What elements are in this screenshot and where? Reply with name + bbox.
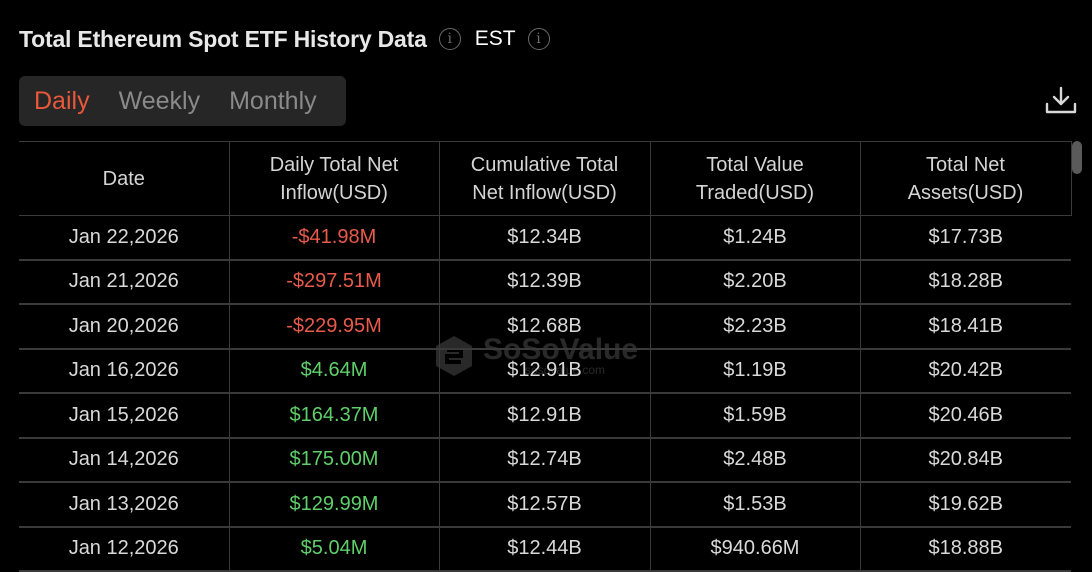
table-row: Jan 20,2026 -$229.95M $12.68B $2.23B $18… (19, 304, 1071, 350)
timezone-label[interactable]: EST (474, 27, 516, 50)
column-header-value-traded[interactable]: Total Value Traded(USD) (649, 141, 861, 216)
cell-cumulative-net-inflow: $12.39B (439, 259, 651, 305)
cell-cumulative-net-inflow: $12.68B (439, 304, 651, 350)
cell-net-assets: $20.84B (860, 437, 1071, 483)
cell-cumulative-net-inflow: $12.34B (439, 215, 651, 261)
cell-cumulative-net-inflow: $12.91B (439, 348, 651, 394)
info-icon[interactable]: i (438, 28, 461, 50)
cell-value-traded: $1.59B (650, 393, 861, 439)
cell-date: Jan 12,2026 (19, 526, 230, 572)
column-header-daily-net-inflow[interactable]: Daily Total Net Inflow(USD) (228, 141, 440, 216)
table-scrollbar[interactable] (1072, 141, 1082, 174)
cell-daily-net-inflow: $4.64M (229, 348, 440, 394)
cell-value-traded: $2.23B (650, 304, 861, 350)
table-row: Jan 21,2026 -$297.51M $12.39B $2.20B $18… (19, 259, 1071, 305)
cell-date: Jan 15,2026 (19, 393, 230, 439)
table-header-row: Date Daily Total Net Inflow(USD) Cumulati… (19, 141, 1072, 216)
cell-cumulative-net-inflow: $12.74B (439, 437, 651, 483)
period-tabs: Daily Weekly Monthly (19, 76, 346, 126)
table-row: Jan 12,2026 $5.04M $12.44B $940.66M $18.… (19, 526, 1071, 572)
cell-daily-net-inflow: $164.37M (229, 393, 440, 439)
column-header-net-assets[interactable]: Total Net Assets(USD) (859, 141, 1072, 216)
tab-monthly[interactable]: Monthly (229, 86, 317, 115)
cell-date: Jan 16,2026 (19, 348, 230, 394)
cell-date: Jan 13,2026 (19, 482, 230, 528)
table-row: Jan 22,2026 -$41.98M $12.34B $1.24B $17.… (19, 215, 1071, 261)
column-header-cumulative-net-inflow[interactable]: Cumulative Total Net Inflow(USD) (438, 141, 651, 216)
cell-daily-net-inflow: $129.99M (229, 482, 440, 528)
cell-net-assets: $17.73B (860, 215, 1071, 261)
cell-date: Jan 22,2026 (19, 215, 230, 261)
cell-net-assets: $19.62B (860, 482, 1071, 528)
cell-net-assets: $18.88B (860, 526, 1071, 572)
cell-cumulative-net-inflow: $12.91B (439, 393, 651, 439)
table-row: Jan 14,2026 $175.00M $12.74B $2.48B $20.… (19, 437, 1071, 483)
cell-net-assets: $20.46B (860, 393, 1071, 439)
cell-value-traded: $2.48B (650, 437, 861, 483)
cell-daily-net-inflow: -$41.98M (229, 215, 440, 261)
cell-cumulative-net-inflow: $12.44B (439, 526, 651, 572)
etf-history-table: Date Daily Total Net Inflow(USD) Cumulati… (19, 141, 1072, 572)
cell-date: Jan 20,2026 (19, 304, 230, 350)
tab-daily[interactable]: Daily (34, 86, 90, 115)
cell-value-traded: $1.53B (650, 482, 861, 528)
cell-value-traded: $1.19B (650, 348, 861, 394)
page-title: Total Ethereum Spot ETF History Data (19, 25, 427, 52)
tab-weekly[interactable]: Weekly (118, 86, 201, 115)
cell-net-assets: $20.42B (860, 348, 1071, 394)
cell-cumulative-net-inflow: $12.57B (439, 482, 651, 528)
cell-value-traded: $1.24B (650, 215, 861, 261)
download-button[interactable] (1044, 84, 1078, 118)
table-row: Jan 13,2026 $129.99M $12.57B $1.53B $19.… (19, 482, 1071, 528)
table-row: Jan 15,2026 $164.37M $12.91B $1.59B $20.… (19, 393, 1071, 439)
header: Total Ethereum Spot ETF History Data i E… (19, 22, 550, 56)
download-icon (1045, 86, 1077, 114)
table-row: Jan 16,2026 $4.64M $12.91B $1.19B $20.42… (19, 348, 1071, 394)
cell-date: Jan 14,2026 (19, 437, 230, 483)
cell-net-assets: $18.28B (860, 259, 1071, 305)
cell-date: Jan 21,2026 (19, 259, 230, 305)
timezone-info-icon[interactable]: i (527, 28, 550, 50)
column-header-date[interactable]: Date (19, 141, 230, 216)
cell-value-traded: $940.66M (650, 526, 861, 572)
cell-daily-net-inflow: -$297.51M (229, 259, 440, 305)
cell-daily-net-inflow: $175.00M (229, 437, 440, 483)
cell-daily-net-inflow: -$229.95M (229, 304, 440, 350)
cell-daily-net-inflow: $5.04M (229, 526, 440, 572)
cell-net-assets: $18.41B (860, 304, 1071, 350)
cell-value-traded: $2.20B (650, 259, 861, 305)
